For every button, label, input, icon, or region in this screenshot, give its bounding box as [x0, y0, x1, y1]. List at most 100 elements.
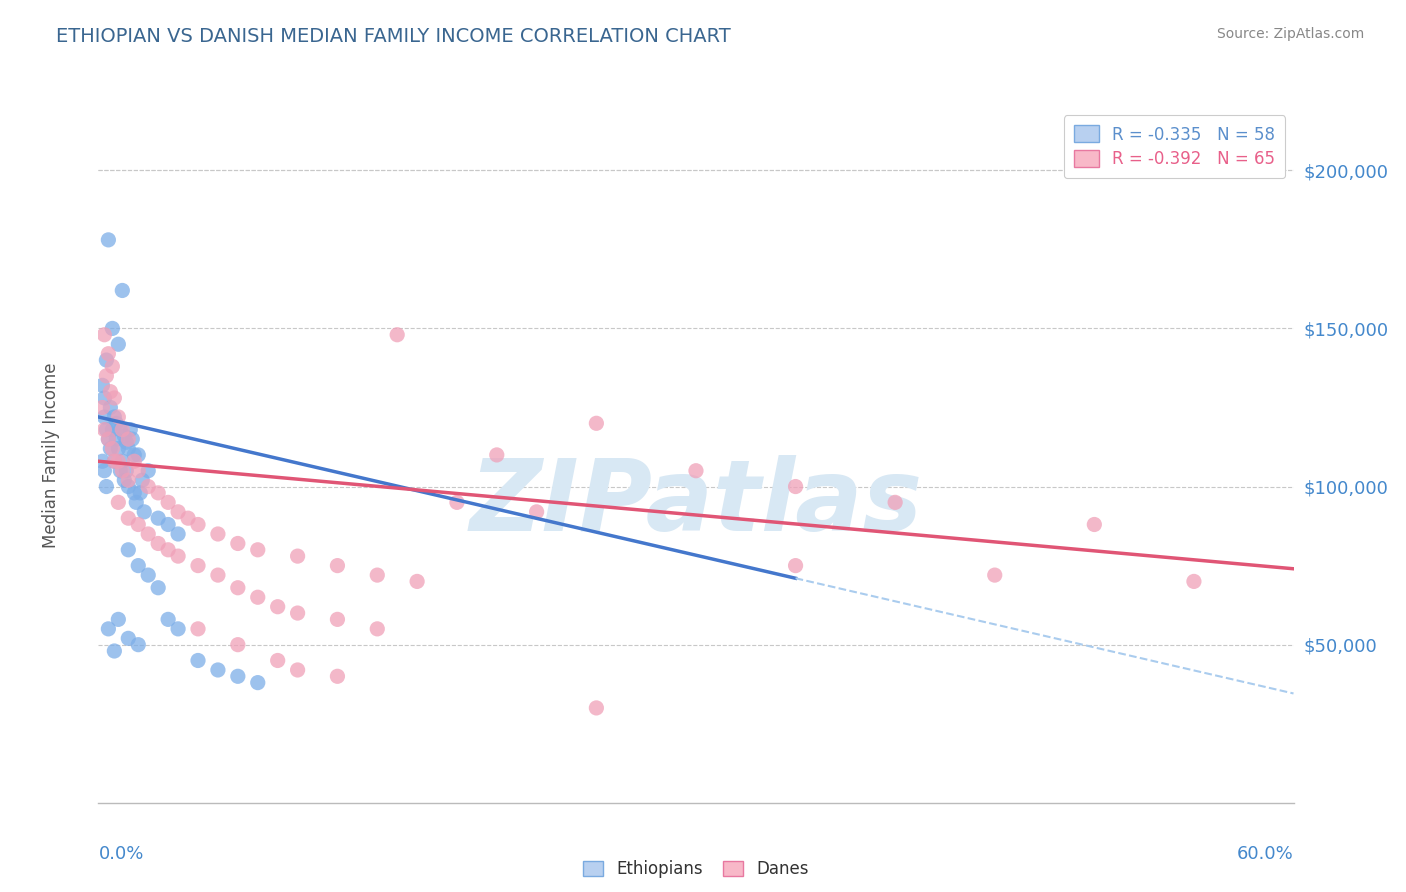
Point: [127, 638, 149, 652]
Point: [136, 527, 159, 541]
Point: [187, 517, 209, 532]
Text: 0.0%: 0.0%: [98, 845, 143, 863]
Text: Source: ZipAtlas.com: Source: ZipAtlas.com: [1216, 27, 1364, 41]
Point: [267, 653, 290, 667]
Point: [101, 423, 124, 437]
Point: [1083, 517, 1105, 532]
Point: [107, 454, 129, 468]
Point: [157, 517, 180, 532]
Point: [127, 558, 149, 573]
Point: [110, 423, 132, 437]
Point: [136, 479, 159, 493]
Point: [526, 505, 548, 519]
Point: [111, 284, 134, 298]
Point: [93, 423, 115, 437]
Point: [124, 486, 146, 500]
Point: [148, 486, 170, 500]
Point: [326, 558, 349, 573]
Text: 60.0%: 60.0%: [1237, 845, 1294, 863]
Point: [129, 486, 152, 500]
Point: [148, 581, 170, 595]
Point: [157, 612, 180, 626]
Point: [117, 432, 139, 446]
Point: [97, 432, 120, 446]
Point: [107, 612, 129, 626]
Point: [111, 454, 134, 468]
Point: [97, 233, 120, 247]
Point: [326, 669, 349, 683]
Point: [148, 536, 170, 550]
Point: [177, 511, 200, 525]
Point: [207, 663, 229, 677]
Point: [585, 701, 607, 715]
Point: [226, 581, 249, 595]
Point: [100, 384, 122, 399]
Point: [91, 454, 114, 468]
Point: [97, 622, 120, 636]
Point: [167, 549, 190, 563]
Point: [246, 591, 269, 605]
Text: ZIPatlas: ZIPatlas: [470, 455, 922, 552]
Point: [385, 327, 409, 342]
Point: [207, 568, 229, 582]
Point: [287, 549, 309, 563]
Point: [1182, 574, 1205, 589]
Point: [124, 454, 146, 468]
Point: [100, 401, 122, 415]
Point: [127, 517, 149, 532]
Point: [366, 568, 388, 582]
Point: [120, 423, 142, 437]
Point: [226, 669, 249, 683]
Point: [121, 432, 143, 446]
Point: [115, 464, 138, 478]
Point: [148, 511, 170, 525]
Text: ETHIOPIAN VS DANISH MEDIAN FAMILY INCOME CORRELATION CHART: ETHIOPIAN VS DANISH MEDIAN FAMILY INCOME…: [56, 27, 731, 45]
Point: [117, 542, 139, 557]
Point: [117, 473, 139, 487]
Point: [110, 464, 132, 478]
Point: [246, 675, 269, 690]
Point: [267, 599, 290, 614]
Point: [101, 442, 124, 456]
Legend: Ethiopians, Danes: Ethiopians, Danes: [576, 854, 815, 885]
Point: [187, 622, 209, 636]
Point: [127, 464, 149, 478]
Point: [101, 321, 124, 335]
Point: [103, 644, 125, 658]
Point: [96, 479, 118, 493]
Point: [136, 568, 159, 582]
Point: [97, 347, 120, 361]
Point: [105, 432, 128, 446]
Point: [107, 409, 129, 424]
Point: [103, 391, 125, 405]
Point: [96, 368, 118, 383]
Text: Median Family Income: Median Family Income: [42, 362, 59, 548]
Point: [105, 417, 128, 431]
Point: [107, 337, 129, 351]
Point: [685, 464, 707, 478]
Point: [103, 454, 125, 468]
Point: [111, 423, 134, 437]
Point: [485, 448, 508, 462]
Point: [112, 429, 135, 443]
Point: [226, 536, 249, 550]
Point: [127, 448, 149, 462]
Point: [446, 495, 468, 509]
Point: [112, 473, 135, 487]
Point: [111, 464, 134, 478]
Point: [326, 612, 349, 626]
Point: [131, 473, 153, 487]
Point: [93, 409, 115, 424]
Point: [226, 638, 249, 652]
Point: [287, 606, 309, 620]
Point: [187, 653, 209, 667]
Point: [91, 401, 114, 415]
Point: [93, 391, 115, 405]
Point: [115, 435, 138, 450]
Point: [785, 558, 807, 573]
Point: [117, 442, 139, 456]
Point: [91, 378, 114, 392]
Point: [167, 527, 190, 541]
Point: [124, 448, 146, 462]
Point: [107, 495, 129, 509]
